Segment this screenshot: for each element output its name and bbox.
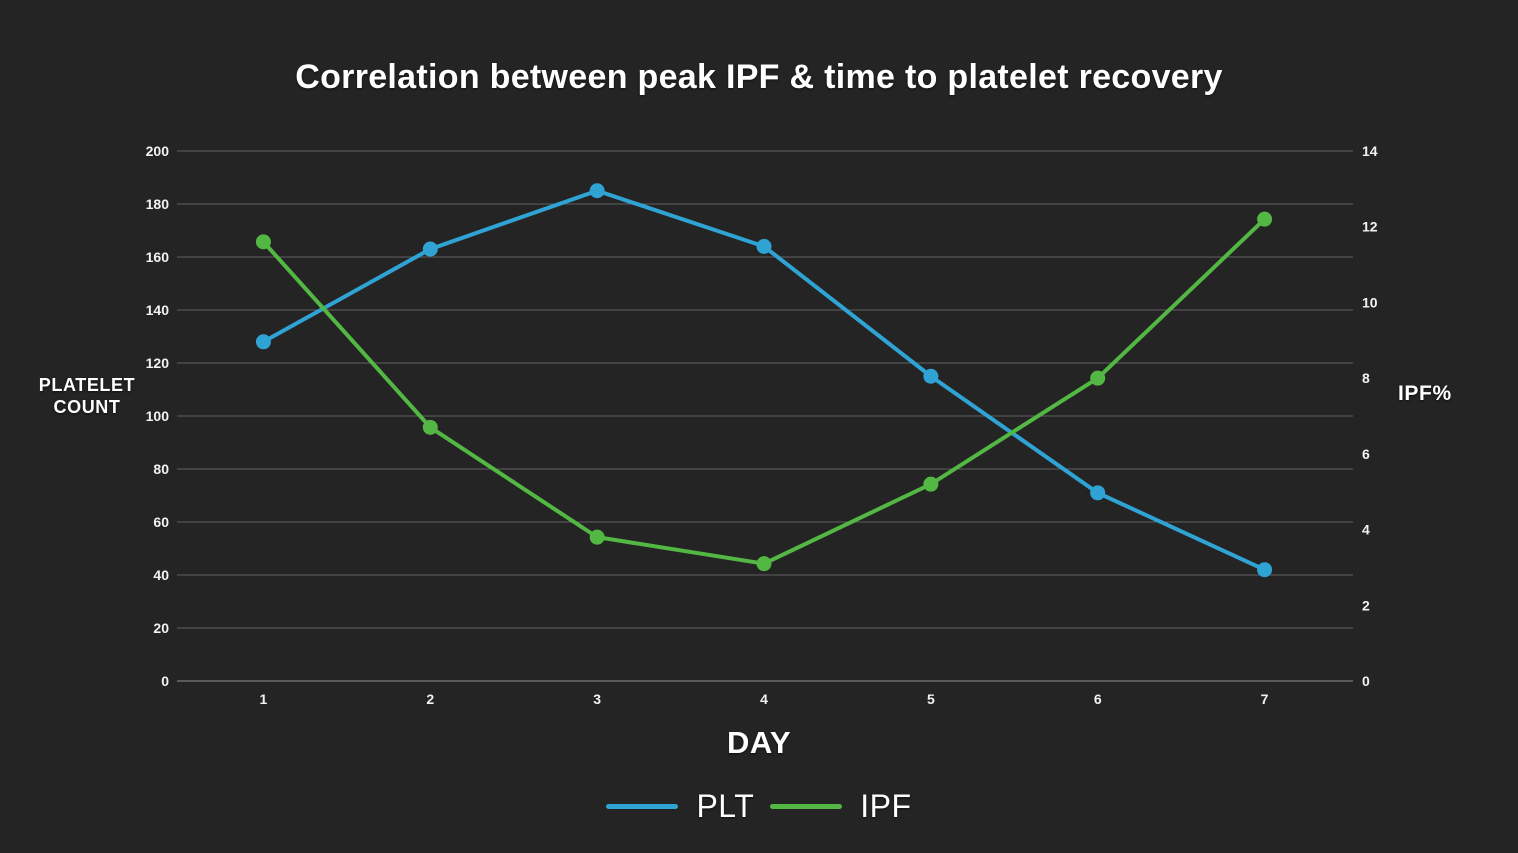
data-point-ipf [1090,370,1106,386]
series-line-ipf [261,217,1267,566]
x-axis-tick-label: 4 [760,691,768,707]
data-point-plt [1257,562,1273,578]
left-axis-tick-label: 20 [153,620,169,636]
x-axis-tick-label: 6 [1094,691,1102,707]
legend-item-plt: PLT [606,788,754,825]
x-axis-tick-label: 1 [260,691,268,707]
left-axis-title: PLATELET COUNT [38,375,136,417]
right-axis-tick-label: 4 [1362,522,1370,538]
data-point-plt [422,241,438,257]
legend-item-ipf: IPF [770,788,911,825]
data-point-ipf [756,556,772,572]
data-point-ipf [589,529,605,545]
data-point-plt [1090,485,1106,501]
legend-label-ipf: IPF [860,788,912,824]
left-axis-tick-label: 140 [146,302,170,318]
data-point-plt [589,183,605,199]
x-axis-tick-label: 2 [426,691,434,707]
right-axis-title: IPF% [1398,382,1452,405]
left-axis-tick-label: 40 [153,567,169,583]
right-axis-tick-label: 2 [1362,597,1370,613]
left-axis-tick-label: 160 [146,249,170,265]
left-axis-tick-label: 200 [146,143,170,159]
data-point-ipf [255,234,271,250]
right-axis-tick-label: 10 [1362,294,1378,310]
right-axis-tick-label: 12 [1362,219,1378,235]
data-point-plt [923,368,939,384]
data-point-ipf [422,419,438,435]
data-point-plt [756,238,772,254]
data-point-ipf [923,476,939,492]
left-axis-tick-label: 120 [146,355,170,371]
left-axis-tick-label: 80 [153,461,169,477]
chart-title: Correlation between peak IPF & time to p… [295,58,1223,96]
right-axis-tick-label: 14 [1362,143,1378,159]
right-axis-tick-label: 6 [1362,446,1370,462]
x-axis-tick-label: 3 [593,691,601,707]
data-point-ipf [1257,211,1273,227]
legend: PLT IPF [0,788,1518,825]
x-axis-tick-label: 5 [927,691,935,707]
plt-line-swatch [606,804,679,809]
left-axis-tick-label: 0 [161,673,169,689]
right-axis-tick-label: 8 [1362,370,1370,386]
left-axis-tick-label: 100 [146,408,170,424]
x-axis-title: DAY [726,725,792,760]
ipf-line-swatch [770,804,843,809]
x-axis-tick-label: 7 [1261,691,1269,707]
left-axis-tick-label: 180 [146,196,170,212]
left-axis-tick-label: 60 [153,514,169,530]
legend-label-plt: PLT [696,788,755,824]
right-axis-tick-label: 0 [1362,673,1370,689]
data-point-plt [255,334,271,350]
